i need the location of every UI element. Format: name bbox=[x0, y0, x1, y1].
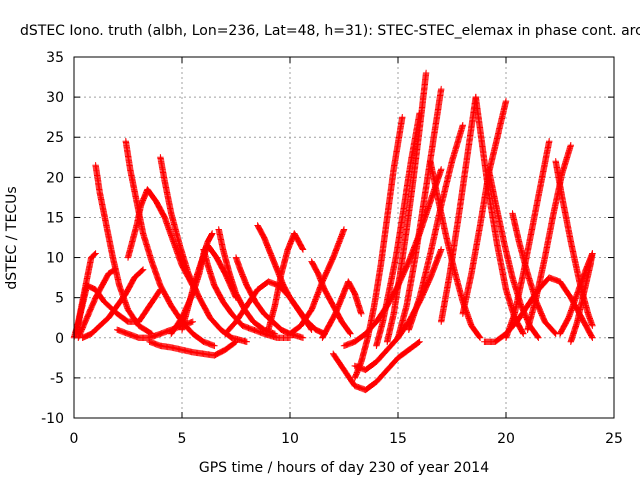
data-point-markers bbox=[481, 274, 596, 345]
data-series bbox=[502, 138, 553, 341]
y-tick-label: 15 bbox=[46, 210, 64, 226]
y-tick-label: 25 bbox=[46, 130, 64, 146]
y-tick-label: -5 bbox=[50, 371, 64, 387]
data-point-markers bbox=[351, 114, 406, 382]
data-series bbox=[405, 122, 466, 333]
data-series bbox=[330, 338, 423, 394]
data-point-markers bbox=[330, 338, 423, 394]
data-point-markers bbox=[373, 110, 423, 349]
data-point-markers bbox=[92, 162, 155, 337]
x-axis: 0 5 10 15 20 25 bbox=[70, 57, 623, 447]
data-point-markers bbox=[405, 122, 466, 333]
y-tick-label: 20 bbox=[46, 170, 64, 186]
data-point-markers bbox=[502, 138, 553, 341]
data-series bbox=[122, 138, 218, 349]
data-series bbox=[75, 266, 119, 341]
data-series bbox=[286, 226, 348, 337]
data-point-markers bbox=[79, 266, 147, 341]
data-series bbox=[384, 69, 430, 345]
y-axis-label: dSTEC / TECUs bbox=[4, 186, 20, 289]
y-tick-label: 5 bbox=[55, 291, 64, 307]
y-tick-label: 0 bbox=[55, 331, 64, 347]
data-point-markers bbox=[146, 338, 240, 359]
x-tick-label: 20 bbox=[497, 431, 515, 447]
data-point-markers bbox=[75, 266, 119, 341]
data-point-markers bbox=[394, 85, 445, 341]
data-point-markers bbox=[319, 278, 365, 341]
x-tick-label: 15 bbox=[389, 431, 407, 447]
data-point-markers bbox=[122, 138, 218, 349]
data-series bbox=[79, 266, 147, 341]
data-series bbox=[394, 85, 445, 341]
data-series bbox=[373, 110, 423, 349]
data-series bbox=[146, 338, 240, 359]
data-series bbox=[351, 114, 406, 382]
x-tick-label: 25 bbox=[605, 431, 623, 447]
data-series bbox=[459, 97, 510, 317]
y-tick-label: -10 bbox=[41, 411, 64, 427]
chart-title: dSTEC Iono. truth (albh, Lon=236, Lat=48… bbox=[20, 23, 640, 39]
y-tick-label: 30 bbox=[46, 90, 64, 106]
data-point-markers bbox=[459, 97, 510, 317]
data-series bbox=[481, 274, 596, 345]
x-tick-label: 10 bbox=[281, 431, 299, 447]
x-tick-label: 0 bbox=[70, 431, 79, 447]
x-tick-label: 5 bbox=[178, 431, 187, 447]
data-series bbox=[319, 278, 365, 341]
x-axis-label: GPS time / hours of day 230 of year 2014 bbox=[199, 460, 489, 476]
data-series bbox=[438, 93, 479, 325]
data-point-markers bbox=[265, 230, 307, 333]
data-point-markers bbox=[438, 93, 479, 325]
data-point-markers bbox=[286, 226, 348, 337]
plot-frame bbox=[73, 56, 615, 419]
data-series bbox=[265, 230, 307, 333]
y-tick-label: 35 bbox=[46, 50, 64, 66]
data-series bbox=[92, 162, 155, 337]
data-point-markers bbox=[384, 69, 430, 345]
data-points bbox=[70, 69, 596, 394]
y-tick-label: 10 bbox=[46, 251, 64, 267]
